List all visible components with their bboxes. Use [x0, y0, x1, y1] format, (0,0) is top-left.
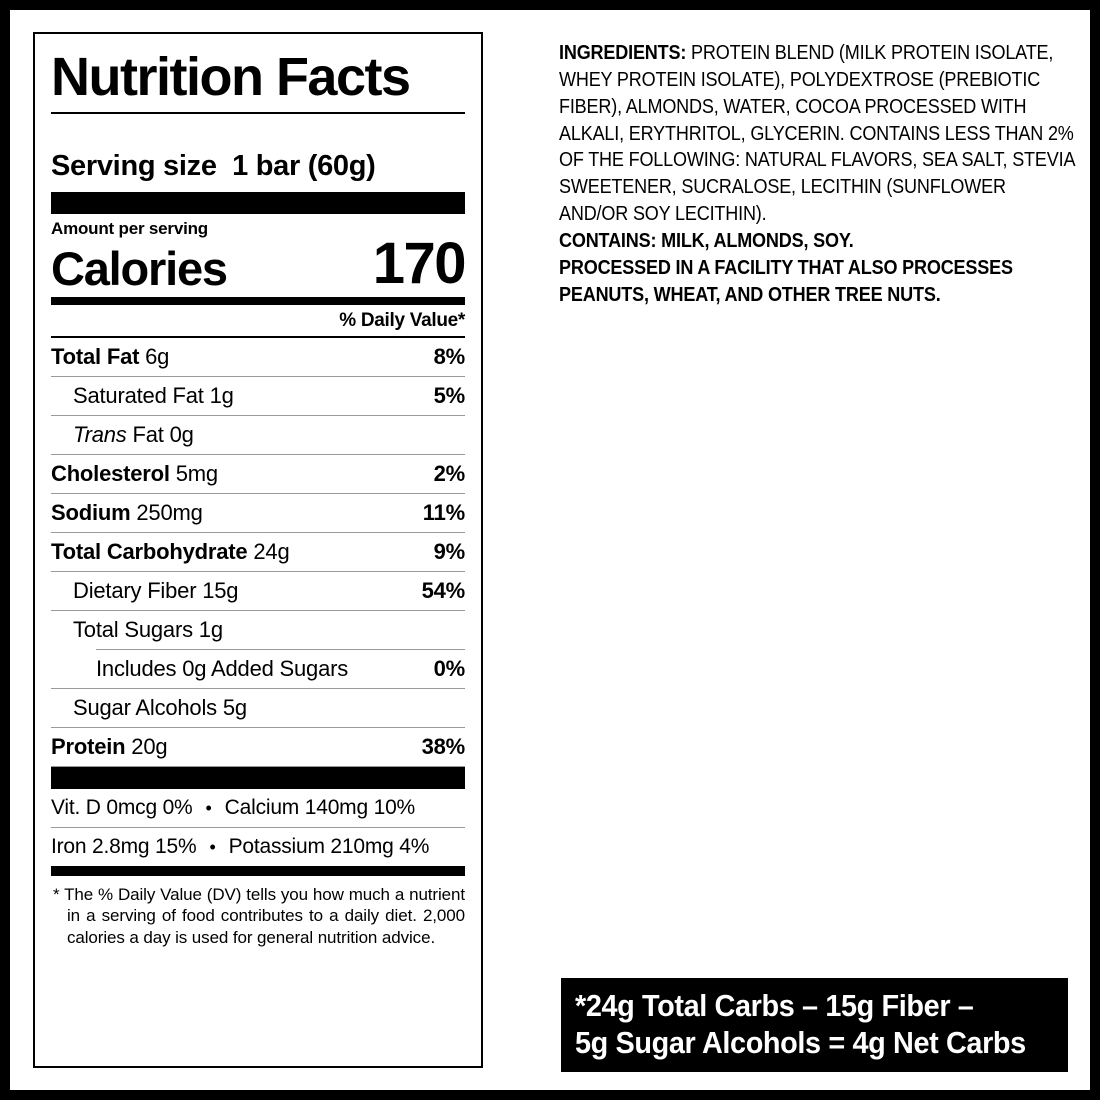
- nutrient-name: Sugar Alcohols 5g: [73, 695, 247, 721]
- footnote-bar: [51, 866, 465, 877]
- nutrient-percent: 5%: [433, 383, 466, 409]
- bullet-separator-icon: •: [205, 798, 212, 819]
- row-divider: [51, 727, 465, 729]
- row-divider: [51, 688, 465, 690]
- serving-size-row: Serving size 1 bar (60g): [51, 150, 465, 183]
- micronutrient-row: Vit. D 0mcg 0% • Calcium 140mg 10%: [51, 789, 465, 827]
- calories-value: 170: [372, 231, 467, 297]
- nutrient-name: Cholesterol 5mg: [51, 461, 218, 487]
- nutrient-name: Protein 20g: [51, 734, 168, 760]
- row-divider: [51, 610, 465, 612]
- nutrition-facts-title: Nutrition Facts: [51, 47, 411, 107]
- ingredients-heading: INGREDIENTS:: [559, 41, 687, 64]
- daily-value-header: % Daily Value*: [339, 310, 465, 332]
- calories-bar: [51, 297, 465, 306]
- serving-size-bar: [51, 192, 465, 215]
- micronutrient-left: Iron 2.8mg 15%: [51, 835, 197, 859]
- nutrient-row: Sodium 250mg 11%: [51, 494, 465, 532]
- facility-allergen-warning: PROCESSED IN A FACILITY THAT ALSO PROCES…: [559, 255, 1013, 306]
- nutrient-row: Total Carbohydrate 24g 9%: [51, 533, 465, 571]
- row-divider: [51, 376, 465, 378]
- nutrient-row: Dietary Fiber 15g 54%: [51, 572, 465, 610]
- micronutrient-right: Potassium 210mg 4%: [228, 835, 430, 859]
- micronutrient-right: Calcium 140mg 10%: [224, 796, 416, 820]
- nutrient-name: Total Fat 6g: [51, 344, 170, 370]
- nutrient-percent: 0%: [433, 656, 466, 682]
- nutrient-percent: 54%: [421, 578, 466, 604]
- nutrient-percent: 11%: [422, 500, 465, 526]
- nutrient-name: Saturated Fat 1g: [73, 383, 234, 409]
- row-divider: [51, 493, 465, 495]
- nutrient-row: Total Fat 6g 8%: [51, 338, 465, 376]
- amount-per-serving-label: Amount per serving: [51, 219, 208, 239]
- ingredients-panel: INGREDIENTS: PROTEIN BLEND (MILK PROTEIN…: [559, 40, 1081, 308]
- nutrient-percent: 2%: [433, 461, 466, 487]
- daily-value-footnote: * The % Daily Value (DV) tells you how m…: [53, 885, 465, 947]
- calories-row: Calories 170: [51, 231, 467, 297]
- row-divider: [51, 532, 465, 534]
- nutrition-facts-panel: Nutrition Facts Serving size 1 bar (60g)…: [33, 32, 483, 1068]
- nutrient-row: Protein 20g 38%: [51, 728, 465, 766]
- nutrient-row: Trans Fat 0g: [51, 416, 465, 454]
- nutrient-row: Cholesterol 5mg 2%: [51, 455, 465, 493]
- nutrient-name: Dietary Fiber 15g: [73, 578, 239, 604]
- row-divider: [51, 454, 465, 456]
- calories-label: Calories: [51, 241, 228, 295]
- nutrient-row: Sugar Alcohols 5g: [51, 689, 465, 727]
- nutrient-row: Saturated Fat 1g 5%: [51, 377, 465, 415]
- micronutrient-rows-container: Vit. D 0mcg 0% • Calcium 140mg 10% Iron 2.8…: [51, 789, 465, 866]
- nutrient-name: Total Carbohydrate 24g: [51, 539, 290, 565]
- ingredients-statement: INGREDIENTS: PROTEIN BLEND (MILK PROTEIN…: [559, 40, 1078, 228]
- row-divider: [51, 827, 465, 829]
- serving-size-value: 1 bar (60g): [232, 150, 376, 183]
- nutrient-percent: 8%: [433, 344, 466, 370]
- bullet-separator-icon: •: [209, 837, 216, 858]
- micronutrient-row: Iron 2.8mg 15% • Potassium 210mg 4%: [51, 828, 465, 866]
- nutrient-row: Total Sugars 1g: [51, 611, 465, 649]
- row-divider: [51, 336, 465, 339]
- micronutrient-left: Vit. D 0mcg 0%: [51, 796, 193, 820]
- nutrient-name: Sodium 250mg: [51, 500, 203, 526]
- nutrient-row: Includes 0g Added Sugars 0%: [51, 650, 465, 688]
- net-carbs-line-1: *24g Total Carbs – 15g Fiber –: [575, 988, 974, 1024]
- nutrient-percent: 9%: [433, 539, 466, 565]
- protein-bar: [51, 767, 465, 790]
- nutrient-name: Includes 0g Added Sugars: [96, 656, 349, 682]
- nutrient-percent: 38%: [421, 734, 466, 760]
- row-divider: [51, 766, 465, 768]
- title-divider: [51, 112, 465, 115]
- nutrient-rows-container: Total Fat 6g 8% Saturated Fat 1g 5% Trans Fa…: [51, 336, 465, 768]
- net-carbs-callout: *24g Total Carbs – 15g Fiber – 5g Sugar …: [561, 978, 1068, 1072]
- row-divider: [51, 415, 465, 417]
- serving-size-label: Serving size: [51, 150, 217, 183]
- ingredients-body: PROTEIN BLEND (MILK PROTEIN ISOLATE, WHE…: [559, 41, 1075, 226]
- nutrient-name: Trans Fat 0g: [73, 422, 194, 448]
- row-divider: [51, 571, 465, 573]
- row-divider: [96, 649, 465, 651]
- contains-allergens: CONTAINS: MILK, ALMONDS, SOY.: [559, 228, 854, 252]
- net-carbs-line-2: 5g Sugar Alcohols = 4g Net Carbs: [575, 1025, 1026, 1060]
- nutrient-name: Total Sugars 1g: [73, 617, 223, 643]
